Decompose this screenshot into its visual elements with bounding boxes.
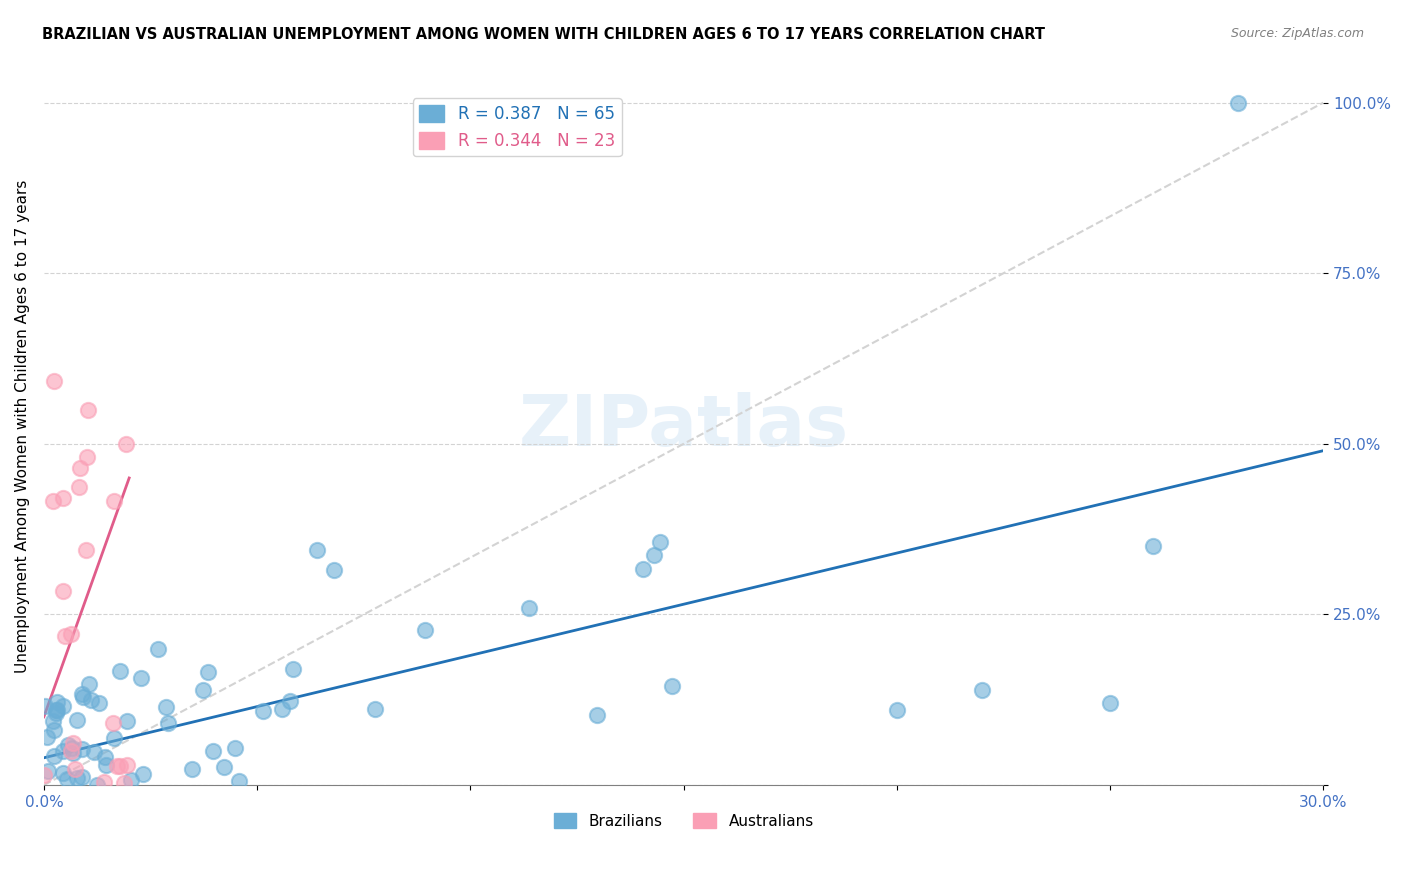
Brazilians (129, 671, 152, 685)
Text: BRAZILIAN VS AUSTRALIAN UNEMPLOYMENT AMONG WOMEN WITH CHILDREN AGES 6 TO 17 YEAR: BRAZILIAN VS AUSTRALIAN UNEMPLOYMENT AMO… (42, 27, 1045, 42)
Brazilians (56, 772, 79, 786)
Australians (42, 374, 65, 388)
Brazilians (631, 562, 654, 576)
Australians (62, 737, 84, 751)
Brazilians (103, 731, 125, 745)
Brazilians (972, 682, 994, 697)
Legend: Brazilians, Australians: Brazilians, Australians (547, 806, 820, 835)
Brazilians (35, 730, 58, 744)
Brazilians (191, 682, 214, 697)
Brazilians (72, 771, 94, 785)
Australians (52, 491, 75, 506)
Brazilians (661, 679, 683, 693)
Brazilians (132, 766, 155, 780)
Australians (77, 402, 100, 417)
Brazilians (197, 665, 219, 679)
Australians (52, 584, 75, 599)
Australians (103, 494, 125, 508)
Brazilians (94, 757, 117, 772)
Brazilians (52, 699, 75, 714)
Brazilians (70, 687, 93, 701)
Brazilians (252, 704, 274, 718)
Brazilians (45, 703, 67, 717)
Brazilians (115, 714, 138, 728)
Brazilians (42, 749, 65, 764)
Australians (112, 775, 135, 789)
Australians (60, 627, 83, 641)
Brazilians (60, 741, 83, 756)
Brazilians (278, 694, 301, 708)
Australians (115, 437, 138, 451)
Australians (115, 757, 138, 772)
Brazilians (886, 703, 908, 717)
Brazilians (80, 693, 103, 707)
Brazilians (62, 746, 84, 760)
Brazilians (120, 773, 142, 788)
Australians (101, 716, 124, 731)
Y-axis label: Unemployment Among Women with Children Ages 6 to 17 years: Unemployment Among Women with Children A… (15, 180, 30, 673)
Brazilians (650, 534, 672, 549)
Brazilians (224, 740, 246, 755)
Text: Source: ZipAtlas.com: Source: ZipAtlas.com (1230, 27, 1364, 40)
Brazilians (181, 762, 204, 776)
Brazilians (307, 543, 329, 558)
Australians (69, 461, 91, 475)
Brazilians (89, 696, 111, 710)
Brazilians (42, 714, 65, 729)
Australians (63, 762, 86, 776)
Brazilians (70, 741, 93, 756)
Brazilians (86, 778, 108, 792)
Brazilians (52, 744, 75, 758)
Brazilians (1227, 95, 1250, 110)
Brazilians (46, 695, 69, 709)
Australians (76, 450, 98, 464)
Brazilians (146, 641, 169, 656)
Brazilians (72, 690, 94, 704)
Brazilians (1142, 539, 1164, 553)
Australians (105, 759, 128, 773)
Australians (34, 768, 56, 782)
Brazilians (155, 699, 177, 714)
Brazilians (156, 716, 179, 731)
Brazilians (42, 723, 65, 737)
Brazilians (77, 677, 100, 691)
Brazilians (517, 601, 540, 615)
Australians (110, 758, 132, 772)
Brazilians (228, 774, 250, 789)
Brazilians (643, 548, 665, 562)
Brazilians (283, 662, 305, 676)
Brazilians (1099, 696, 1122, 710)
Brazilians (51, 766, 73, 780)
Brazilians (34, 699, 56, 714)
Brazilians (93, 750, 115, 764)
Brazilians (66, 713, 89, 727)
Brazilians (83, 745, 105, 759)
Brazilians (322, 563, 344, 577)
Australians (75, 542, 97, 557)
Australians (93, 774, 115, 789)
Australians (69, 481, 91, 495)
Brazilians (271, 702, 294, 716)
Brazilians (37, 764, 59, 778)
Brazilians (201, 744, 224, 758)
Brazilians (44, 706, 66, 720)
Brazilians (110, 664, 132, 678)
Text: ZIPatlas: ZIPatlas (519, 392, 849, 461)
Brazilians (56, 739, 79, 753)
Brazilians (586, 707, 609, 722)
Brazilians (364, 702, 387, 716)
Australians (60, 744, 83, 758)
Australians (53, 629, 76, 643)
Brazilians (66, 771, 89, 785)
Australians (42, 493, 65, 508)
Brazilians (45, 703, 67, 717)
Brazilians (214, 760, 236, 774)
Brazilians (413, 623, 436, 637)
